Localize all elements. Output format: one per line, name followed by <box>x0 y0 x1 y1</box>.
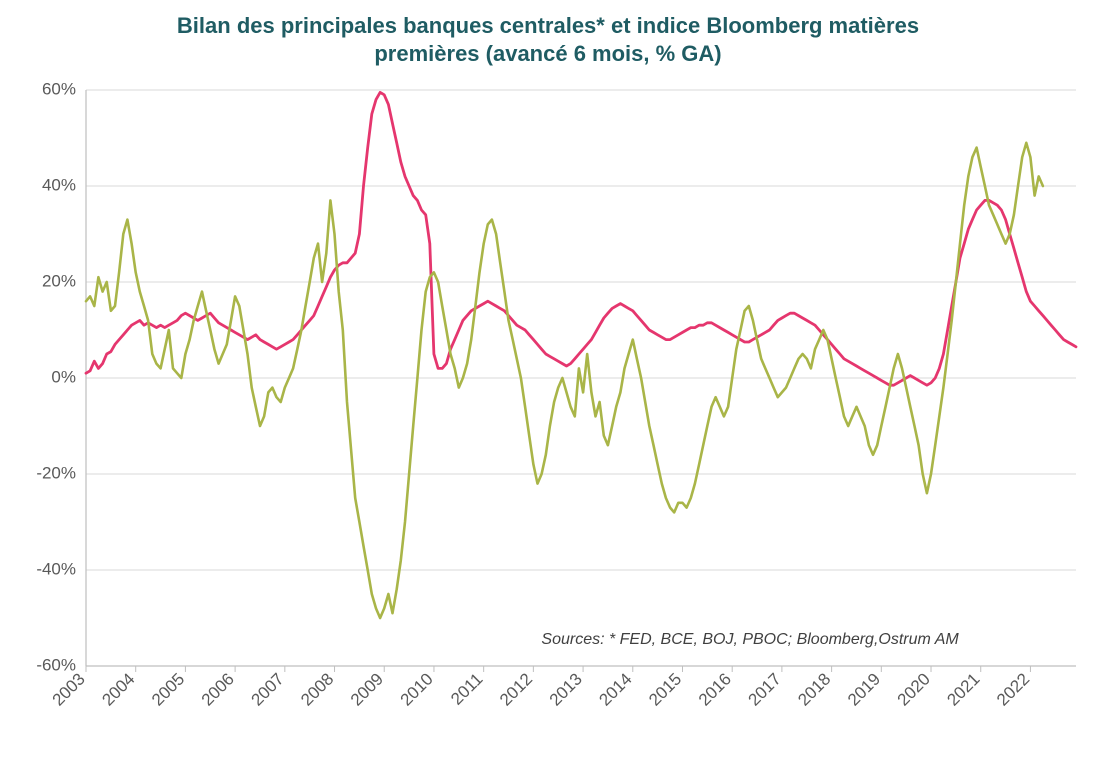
x-tick-label: 2007 <box>247 669 287 709</box>
y-tick-label: -20% <box>36 463 76 482</box>
x-tick-label: 2013 <box>546 669 586 709</box>
y-tick-label: 40% <box>42 175 76 194</box>
chart-container: Bilan des principales banques centrales*… <box>0 0 1096 758</box>
x-tick-label: 2014 <box>595 669 635 709</box>
x-tick-label: 2009 <box>347 669 387 709</box>
x-tick-label: 2003 <box>49 669 89 709</box>
x-tick-label: 2016 <box>695 669 735 709</box>
x-tick-label: 2005 <box>148 669 188 709</box>
x-tick-label: 2012 <box>496 669 536 709</box>
y-tick-label: 60% <box>42 79 76 98</box>
x-tick-label: 2022 <box>993 669 1033 709</box>
x-tick-label: 2004 <box>98 669 138 709</box>
y-tick-label: 20% <box>42 271 76 290</box>
source-label: Sources: * FED, BCE, BOJ, PBOC; Bloomber… <box>541 631 959 648</box>
x-tick-label: 2019 <box>844 669 884 709</box>
x-tick-label: 2021 <box>943 669 983 709</box>
x-tick-label: 2008 <box>297 669 337 709</box>
chart-svg: -60%-40%-20%0%20%40%60%20032004200520062… <box>0 0 1096 758</box>
y-tick-label: 0% <box>51 367 76 386</box>
x-tick-label: 2017 <box>745 669 785 709</box>
x-tick-label: 2015 <box>645 669 685 709</box>
x-tick-label: 2010 <box>397 669 437 709</box>
x-tick-label: 2018 <box>794 669 834 709</box>
x-tick-label: 2006 <box>198 669 238 709</box>
x-tick-label: 2020 <box>894 669 934 709</box>
y-tick-label: -60% <box>36 655 76 674</box>
y-tick-label: -40% <box>36 559 76 578</box>
x-tick-label: 2011 <box>447 669 486 708</box>
